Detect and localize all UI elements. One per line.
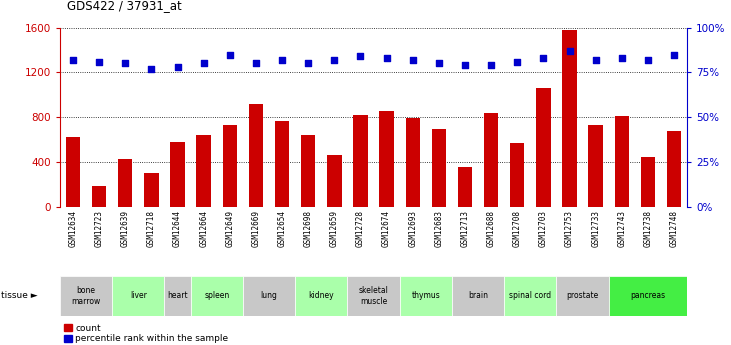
Bar	[588, 125, 603, 207]
Bar	[641, 157, 655, 207]
Text: GSM12683: GSM12683	[434, 210, 444, 247]
Bar	[118, 159, 132, 207]
Text: GDS422 / 37931_at: GDS422 / 37931_at	[67, 0, 182, 12]
Bar	[484, 113, 499, 207]
Point	[303, 61, 314, 66]
Bar	[432, 128, 446, 207]
Text: skeletal
muscle: skeletal muscle	[359, 286, 388, 306]
Bar	[170, 142, 185, 207]
Bar	[504, 276, 556, 316]
Point	[276, 57, 288, 63]
Point	[172, 64, 183, 70]
Point	[250, 61, 262, 66]
Point	[459, 62, 471, 68]
Point	[355, 53, 366, 59]
Point	[328, 57, 340, 63]
Bar	[458, 167, 472, 207]
Text: GSM12654: GSM12654	[278, 210, 287, 247]
Bar	[92, 186, 106, 207]
Point	[224, 52, 235, 57]
Point	[67, 57, 79, 63]
Bar	[327, 155, 341, 207]
Text: liver: liver	[130, 291, 147, 300]
Text: GSM12664: GSM12664	[199, 210, 208, 247]
Text: GSM12649: GSM12649	[225, 210, 235, 247]
Bar	[510, 143, 524, 207]
Point	[145, 66, 157, 72]
Bar	[144, 173, 159, 207]
Bar	[347, 276, 400, 316]
Text: GSM12753: GSM12753	[565, 210, 574, 247]
Text: brain: brain	[468, 291, 488, 300]
Bar	[400, 276, 452, 316]
Text: GSM12674: GSM12674	[382, 210, 391, 247]
Bar	[191, 276, 243, 316]
Text: tissue ►: tissue ►	[1, 291, 38, 300]
Point	[668, 52, 680, 57]
Text: GSM12693: GSM12693	[408, 210, 417, 247]
Point	[433, 61, 444, 66]
Text: GSM12688: GSM12688	[487, 210, 496, 247]
Text: spinal cord: spinal cord	[510, 291, 551, 300]
Point	[485, 62, 497, 68]
Point	[642, 57, 654, 63]
Text: bone
marrow: bone marrow	[72, 286, 101, 306]
Point	[94, 59, 105, 65]
Point	[381, 55, 393, 61]
Text: GSM12634: GSM12634	[69, 210, 77, 247]
Text: GSM12659: GSM12659	[330, 210, 339, 247]
Point	[407, 57, 419, 63]
Bar	[379, 110, 394, 207]
Text: pancreas: pancreas	[630, 291, 665, 300]
Bar	[562, 30, 577, 207]
Text: heart: heart	[167, 291, 188, 300]
Bar	[609, 276, 687, 316]
Bar	[353, 115, 368, 207]
Bar	[301, 135, 315, 207]
Bar	[243, 276, 295, 316]
Text: GSM12733: GSM12733	[591, 210, 600, 247]
Text: spleen: spleen	[204, 291, 230, 300]
Text: GSM12748: GSM12748	[670, 210, 678, 247]
Text: GSM12718: GSM12718	[147, 210, 156, 247]
Text: GSM12669: GSM12669	[251, 210, 260, 247]
Text: GSM12698: GSM12698	[303, 210, 313, 247]
Bar	[452, 276, 504, 316]
Bar	[406, 118, 420, 207]
Text: GSM12738: GSM12738	[643, 210, 653, 247]
Text: GSM12703: GSM12703	[539, 210, 548, 247]
Bar	[112, 276, 164, 316]
Bar	[223, 125, 237, 207]
Bar	[197, 135, 211, 207]
Text: GSM12728: GSM12728	[356, 210, 365, 247]
Text: GSM12644: GSM12644	[173, 210, 182, 247]
Text: kidney: kidney	[308, 291, 334, 300]
Bar	[556, 276, 609, 316]
Bar	[295, 276, 347, 316]
Point	[564, 48, 575, 54]
Bar	[667, 131, 681, 207]
Point	[198, 61, 210, 66]
Point	[590, 57, 602, 63]
Point	[616, 55, 628, 61]
Bar	[275, 121, 289, 207]
Bar	[66, 137, 80, 207]
Text: GSM12723: GSM12723	[94, 210, 104, 247]
Text: lung: lung	[260, 291, 278, 300]
Text: prostate: prostate	[567, 291, 599, 300]
Bar	[164, 276, 191, 316]
Text: GSM12708: GSM12708	[512, 210, 522, 247]
Bar	[249, 104, 263, 207]
Text: GSM12713: GSM12713	[461, 210, 469, 247]
Bar	[615, 116, 629, 207]
Text: GSM12743: GSM12743	[617, 210, 626, 247]
Text: thymus: thymus	[412, 291, 440, 300]
Point	[119, 61, 131, 66]
Point	[512, 59, 523, 65]
Bar	[537, 88, 550, 207]
Text: GSM12639: GSM12639	[121, 210, 130, 247]
Legend: count, percentile rank within the sample: count, percentile rank within the sample	[64, 324, 228, 343]
Bar	[60, 276, 112, 316]
Point	[537, 55, 549, 61]
